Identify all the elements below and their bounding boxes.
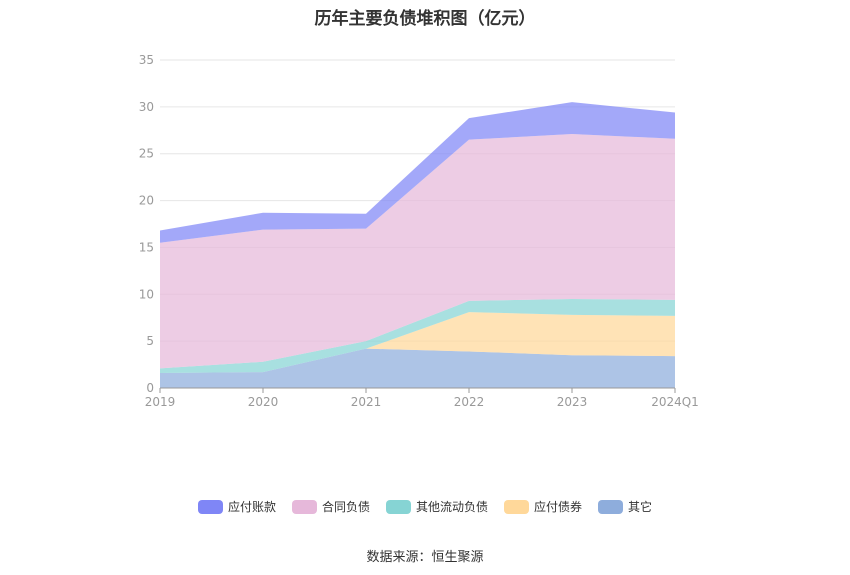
- y-tick-label: 10: [139, 287, 154, 301]
- legend-swatch: [197, 499, 223, 514]
- legend-item[interactable]: 其它: [598, 498, 652, 515]
- x-tick-label: 2019: [145, 395, 176, 409]
- area-series-1[interactable]: [160, 312, 675, 374]
- x-tick-label: 2023: [557, 395, 588, 409]
- area-series-4[interactable]: [160, 102, 675, 243]
- source-note: 数据来源：恒生聚源: [366, 550, 484, 565]
- legend-label: 合同负债: [321, 500, 370, 514]
- legend-swatch: [598, 499, 624, 514]
- area-series-0[interactable]: [160, 348, 675, 388]
- chart-title: 历年主要负债堆积图（亿元）: [314, 9, 536, 29]
- x-tick-label: 2022: [454, 395, 485, 409]
- y-tick-label: 30: [139, 100, 154, 114]
- y-tick-label: 20: [139, 194, 154, 208]
- legend-label: 应付账款: [227, 500, 276, 514]
- x-tick-label: 2020: [248, 395, 279, 409]
- legend-label: 应付债券: [534, 500, 583, 514]
- y-tick-label: 25: [139, 147, 154, 161]
- y-tick-label: 15: [139, 240, 154, 254]
- legend-swatch: [291, 499, 317, 514]
- y-tick-label: 35: [139, 53, 154, 67]
- legend-item[interactable]: 合同负债: [291, 498, 370, 515]
- y-tick-label: 0: [146, 381, 154, 395]
- legend-swatch: [504, 499, 529, 514]
- legend-item[interactable]: 应付债券: [504, 498, 582, 515]
- area-series: [160, 102, 675, 388]
- area-series-3[interactable]: [160, 134, 675, 369]
- axes: 0 5 10 15 20 25 30 35 2019 2020 2021 2022 2023 2024Q1: [139, 53, 699, 409]
- legend-item[interactable]: 其他流动负债: [385, 498, 488, 515]
- y-tick-label: 5: [146, 334, 154, 348]
- legend-label: 其他流动负债: [415, 500, 488, 514]
- legend-item[interactable]: 应付账款: [197, 498, 276, 515]
- area-series-2[interactable]: [160, 298, 675, 374]
- legend: 应付账款 合同负债 其他流动负债 应付债券 其它: [0, 498, 850, 515]
- legend-label: 其它: [628, 500, 653, 514]
- x-tick-label: 2021: [351, 395, 382, 409]
- legend-swatch: [385, 499, 411, 514]
- x-tick-label: 2024Q1: [651, 395, 699, 409]
